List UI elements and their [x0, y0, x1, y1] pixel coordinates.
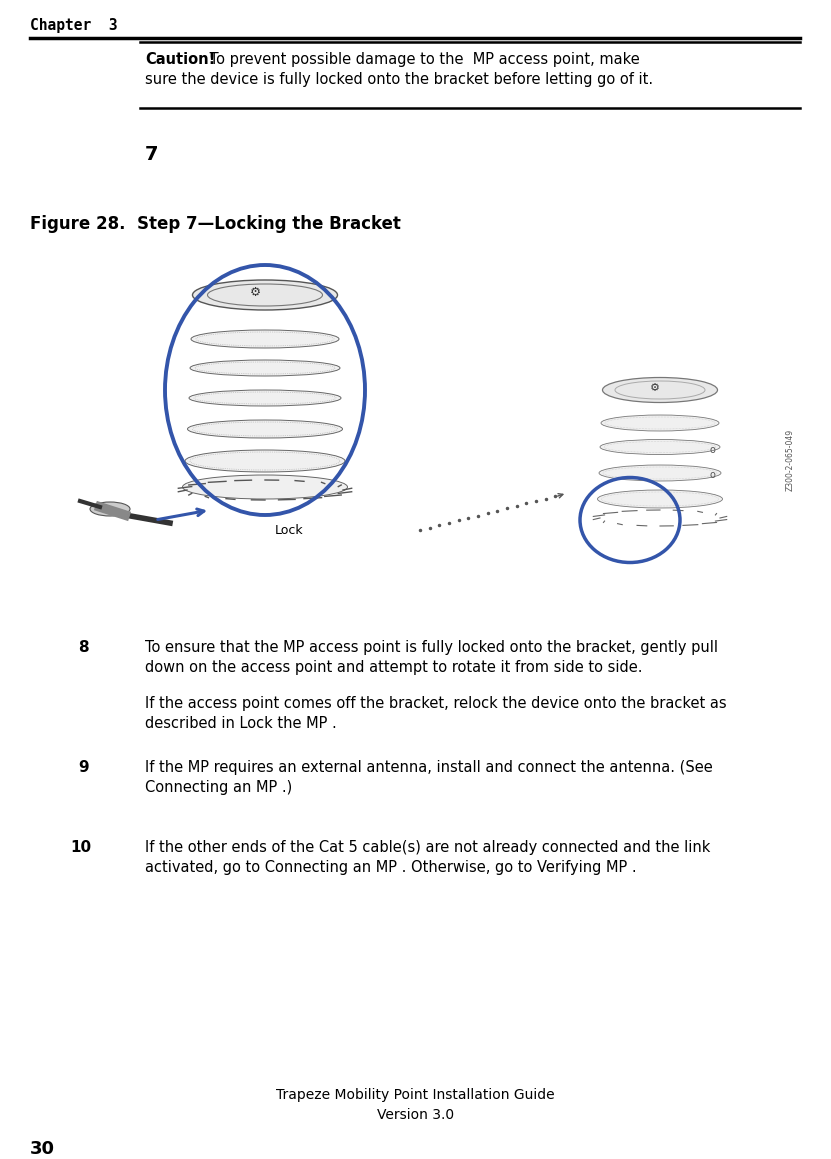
- Text: Figure 28.  Step 7—Locking the Bracket: Figure 28. Step 7—Locking the Bracket: [30, 216, 401, 233]
- Text: Lock: Lock: [275, 524, 303, 537]
- Ellipse shape: [597, 490, 722, 508]
- Ellipse shape: [90, 502, 130, 516]
- Text: To ensure that the MP access point is fully locked onto the bracket, gently pull: To ensure that the MP access point is fu…: [145, 640, 718, 655]
- Text: Connecting an MP .): Connecting an MP .): [145, 780, 293, 795]
- Text: o: o: [709, 471, 715, 480]
- Text: ⚙: ⚙: [650, 382, 660, 393]
- Text: o: o: [709, 445, 715, 455]
- Text: activated, go to Connecting an MP . Otherwise, go to Verifying MP .: activated, go to Connecting an MP . Othe…: [145, 860, 637, 875]
- Ellipse shape: [601, 415, 719, 431]
- Ellipse shape: [600, 439, 720, 454]
- Text: described in Lock the MP .: described in Lock the MP .: [145, 716, 337, 731]
- Ellipse shape: [188, 420, 342, 438]
- Text: 8: 8: [78, 640, 89, 655]
- Ellipse shape: [602, 378, 717, 402]
- Text: Chapter  3: Chapter 3: [30, 19, 117, 32]
- Text: If the access point comes off the bracket, relock the device onto the bracket as: If the access point comes off the bracke…: [145, 697, 726, 710]
- Ellipse shape: [599, 465, 721, 481]
- Text: To prevent possible damage to the  MP access point, make: To prevent possible damage to the MP acc…: [205, 52, 640, 67]
- Text: Trapeze Mobility Point Installation Guide: Trapeze Mobility Point Installation Guid…: [276, 1088, 555, 1102]
- Text: If the MP requires an external antenna, install and connect the antenna. (See: If the MP requires an external antenna, …: [145, 760, 713, 775]
- Text: 10: 10: [70, 840, 91, 855]
- Ellipse shape: [193, 280, 337, 309]
- Text: down on the access point and attempt to rotate it from side to side.: down on the access point and attempt to …: [145, 659, 642, 675]
- Ellipse shape: [191, 330, 339, 348]
- Text: 30: 30: [30, 1140, 55, 1158]
- Text: sure the device is fully locked onto the bracket before letting go of it.: sure the device is fully locked onto the…: [145, 72, 653, 87]
- Ellipse shape: [183, 475, 347, 500]
- Text: Version 3.0: Version 3.0: [377, 1108, 454, 1122]
- Ellipse shape: [190, 360, 340, 376]
- Text: Caution!: Caution!: [145, 52, 215, 67]
- Ellipse shape: [185, 450, 345, 472]
- Text: 7: 7: [145, 145, 159, 165]
- Text: ⚙: ⚙: [249, 285, 261, 299]
- Text: If the other ends of the Cat 5 cable(s) are not already connected and the link: If the other ends of the Cat 5 cable(s) …: [145, 840, 711, 855]
- Text: Z300-2-065-049: Z300-2-065-049: [786, 429, 795, 491]
- Text: 9: 9: [78, 760, 89, 775]
- Ellipse shape: [189, 389, 341, 406]
